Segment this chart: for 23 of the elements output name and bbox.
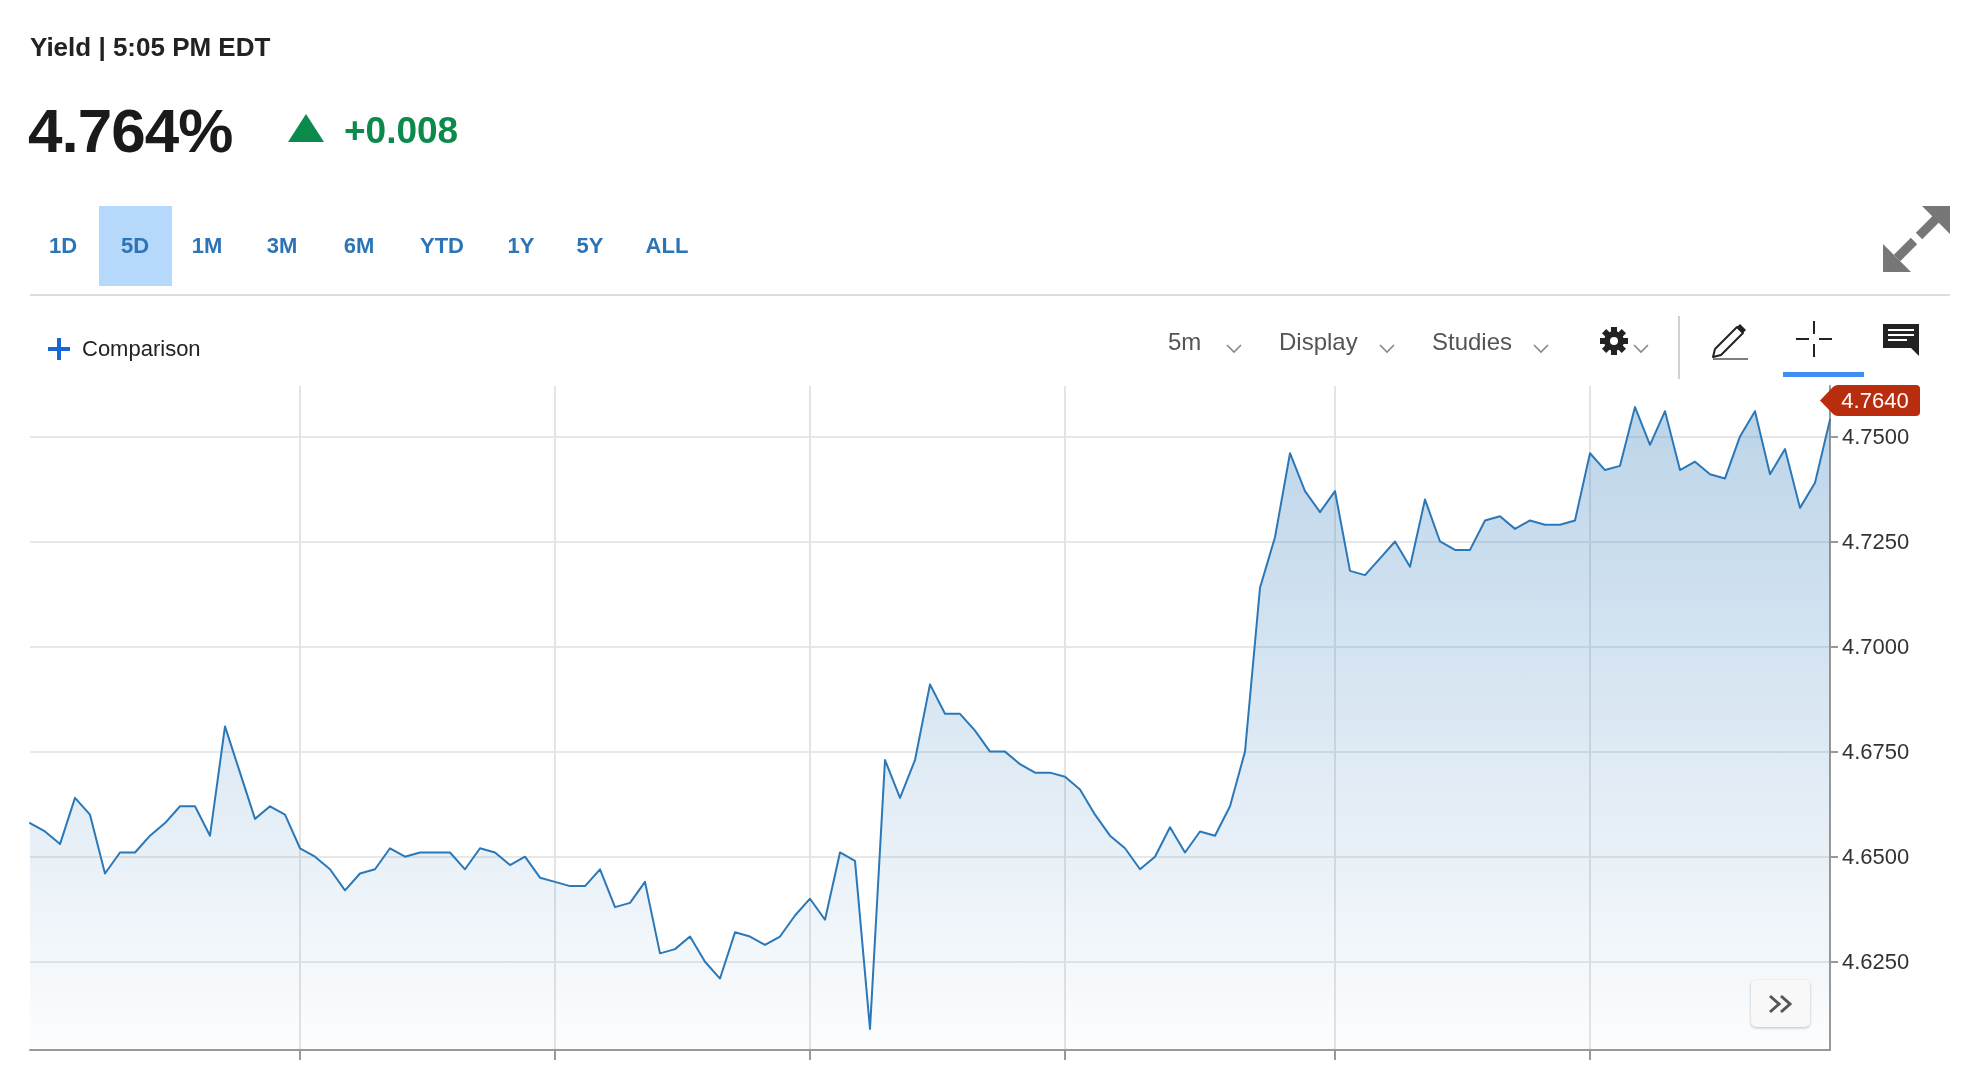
text: 4.7640: [1841, 388, 1909, 413]
text: YTD: [420, 233, 464, 258]
y-tick-label: 4.7000: [1842, 634, 1910, 660]
y-tick-label: 4.6250: [1842, 949, 1910, 975]
text: 1D: [48, 233, 78, 258]
text: Display: [1279, 328, 1358, 355]
y-tick-label: 4.7250: [1842, 528, 1910, 554]
y-tick-label: 4.6500: [1842, 844, 1910, 870]
text: 5Y: [576, 233, 604, 258]
y-tick-label: 4.7500: [1842, 423, 1910, 449]
text: 6M: [343, 233, 375, 258]
text: 5D: [120, 233, 150, 258]
text: 1M: [191, 233, 223, 258]
y-tick-label: 4.6750: [1842, 739, 1910, 765]
text: 3M: [266, 233, 298, 258]
chart-subtitle: 4.764%: [28, 96, 233, 165]
chart-title: Yield | 5:05 PM EDT: [30, 32, 271, 62]
text: +0.008: [344, 109, 459, 151]
text: ALL: [645, 233, 689, 258]
text: Comparison: [82, 336, 201, 361]
text: 5m: [1168, 328, 1202, 355]
text: 1Y: [507, 233, 535, 258]
text: Studies: [1432, 328, 1513, 355]
